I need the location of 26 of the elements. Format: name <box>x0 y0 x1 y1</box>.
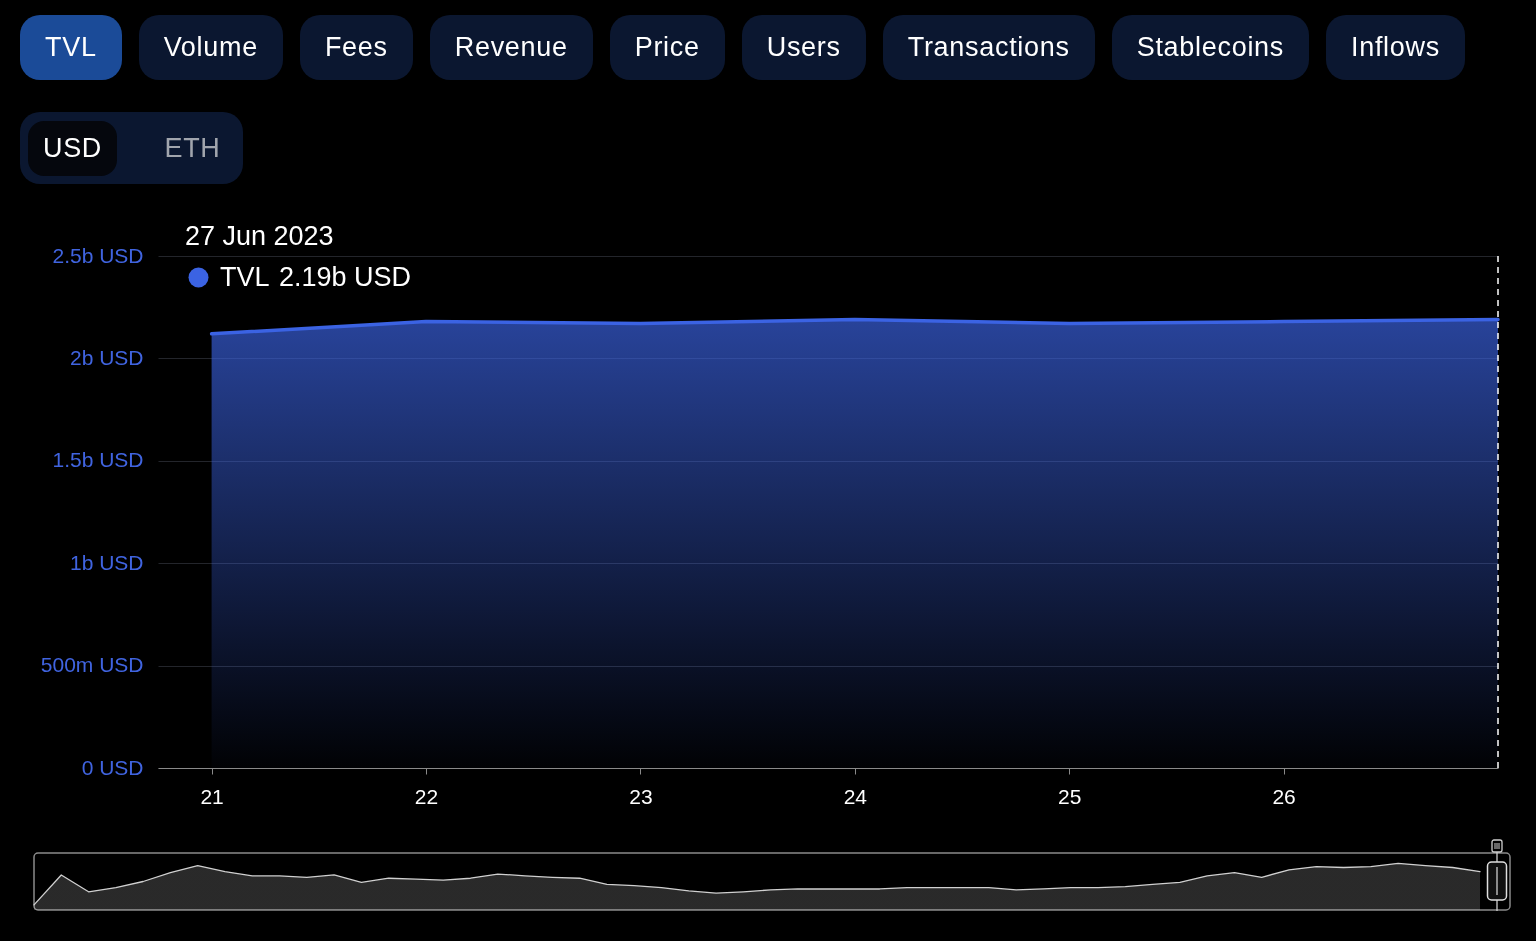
x-tick-label: 23 <box>629 784 653 808</box>
tab-button: Revenue <box>429 15 593 80</box>
y-tick-label: 1.5b USD <box>52 448 144 472</box>
y-tick-label: 1b USD <box>69 550 144 574</box>
legend-label: TVL <box>220 261 270 292</box>
toggle-option: USD <box>28 121 117 176</box>
y-tick-label: 0 USD <box>81 755 144 779</box>
tab-button: Users <box>741 15 866 80</box>
x-tick-label: 22 <box>414 784 439 808</box>
tab-button: Fees <box>299 15 413 80</box>
text: 27 Jun 2023 <box>185 221 334 251</box>
y-tick-label: 500m USD <box>40 653 144 677</box>
y-tick-label: 2.5b USD <box>52 243 144 267</box>
annotation: 2.19b USD <box>279 262 412 292</box>
x-tick-label: 21 <box>200 784 224 808</box>
x-tick-label: 25 <box>1058 784 1082 808</box>
tab-button: Stablecoins <box>1111 15 1309 80</box>
x-tick-label: 26 <box>1272 784 1296 808</box>
tab-button: Volume <box>138 15 283 80</box>
tab-button: Price <box>609 15 725 80</box>
x-tick-label: 24 <box>843 784 868 808</box>
tab-button: TVL <box>20 15 122 80</box>
tab-button: Inflows <box>1326 15 1465 80</box>
y-tick-label: 2b USD <box>69 345 144 369</box>
toggle-option: ETH <box>148 121 237 176</box>
tab-button: Transactions <box>882 15 1095 80</box>
